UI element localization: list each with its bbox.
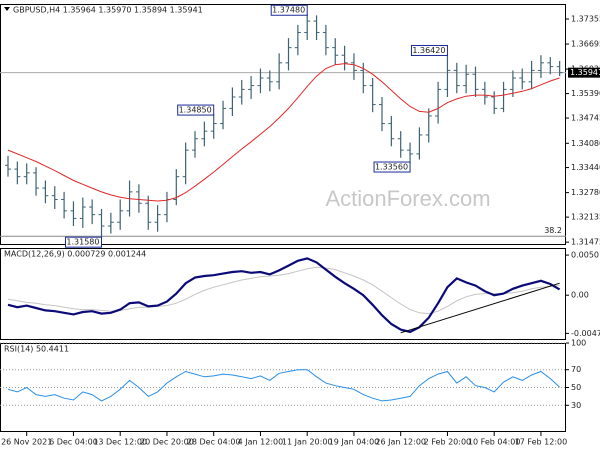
- y-tick-label: 50: [571, 383, 581, 392]
- x-tick-label: 20 Dec 20:00: [140, 438, 194, 447]
- x-tick-label: 4 Jan 12:00: [238, 438, 284, 447]
- x-tick-label: 2 Feb 20:00: [424, 438, 471, 447]
- y-tick-label: 1.34745: [571, 114, 600, 123]
- rsi-line: [7, 369, 560, 402]
- annotation-box: [65, 236, 102, 248]
- menu-triangle: [4, 7, 10, 11]
- x-tick-label: 11 Jan 20:00: [282, 438, 333, 447]
- y-tick-label: -0.004773: [571, 329, 600, 338]
- annotation-box: [373, 161, 411, 173]
- x-tick-label: 28 Dec 04:00: [187, 438, 241, 447]
- last-price-box: [568, 67, 600, 78]
- y-tick-label: 0.005015: [571, 251, 600, 260]
- y-tick-label: 70: [571, 365, 581, 374]
- y-tick-label: 1.31475: [571, 238, 600, 247]
- x-tick-label: 6 Dec 04:00: [49, 438, 98, 447]
- x-tick-label: 19 Jan 04:00: [329, 438, 380, 447]
- x-tick-label: 26 Nov 2021: [1, 438, 52, 447]
- y-tick-label: 1.34080: [571, 139, 600, 148]
- last-price-label: 1.35941: [570, 68, 600, 77]
- y-tick-label: 1.37355: [571, 14, 600, 23]
- panel-title: RSI(14) 50.4411: [4, 345, 69, 354]
- x-tick-label: 26 Jan 12:00: [375, 438, 426, 447]
- watermark: ActionForex.com: [325, 186, 490, 211]
- annotation-label: 1.31580: [66, 238, 99, 247]
- annotation-box: [177, 104, 215, 116]
- y-tick-label: 1.35390: [571, 89, 600, 98]
- x-tick-label: 17 Feb 12:00: [515, 438, 567, 447]
- annotation-label: 1.33560: [375, 163, 408, 172]
- annotation-box: [270, 4, 308, 16]
- annotation-label: 1.37480: [272, 6, 305, 15]
- trendline: [400, 282, 560, 334]
- x-tick-label: 10 Feb 04:00: [468, 438, 520, 447]
- y-tick-label: 1.32135: [571, 213, 600, 222]
- panel-title: MACD(12,26,9) 0.000729 0.001244: [4, 250, 146, 259]
- y-tick-label: 1.36695: [571, 40, 600, 49]
- panel-frame: [0, 248, 566, 340]
- y-tick-label: 1.32780: [571, 188, 600, 197]
- y-tick-label: 30: [571, 401, 581, 410]
- panel-title: GBPUSD,H4 1.35964 1.35970 1.35894 1.3594…: [13, 6, 203, 15]
- y-tick-label: 100: [571, 339, 586, 348]
- y-tick-label: 0.00: [571, 291, 589, 300]
- annotation-box: [410, 44, 448, 56]
- fib-label: 38.2: [544, 226, 562, 235]
- annotation-label: 1.36420: [412, 46, 445, 55]
- signal-line: [7, 266, 560, 315]
- x-tick-label: 13 Dec 12:00: [93, 438, 147, 447]
- moving-average: [7, 63, 560, 202]
- panel-frame: [0, 4, 566, 245]
- y-tick-label: 1.33440: [571, 163, 600, 172]
- macd-line: [7, 257, 561, 334]
- annotation-label: 1.34850: [179, 106, 212, 115]
